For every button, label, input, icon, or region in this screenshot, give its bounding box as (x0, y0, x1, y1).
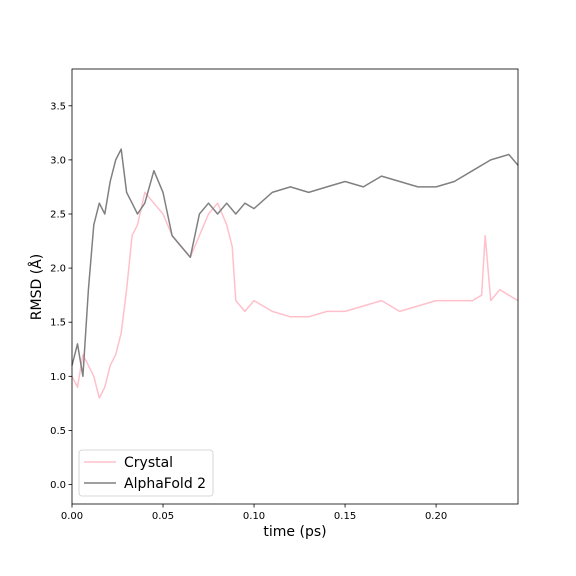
legend-label-crystal: Crystal (124, 455, 173, 471)
x-tick-label: 0.15 (334, 511, 356, 522)
x-axis: 0.00 0.05 0.10 0.15 0.20 (61, 504, 447, 522)
legend: Crystal AlphaFold 2 (78, 449, 214, 497)
y-axis: 0.0 0.5 1.0 1.5 2.0 2.5 3.0 3.5 (50, 101, 72, 491)
y-tick-label: 3.0 (50, 155, 66, 166)
legend-label-alphafold-2: AlphaFold 2 (124, 476, 206, 492)
y-tick-label: 2.5 (50, 210, 66, 221)
series-line-crystal (71, 191, 519, 399)
series-line-alphafold-2 (71, 148, 519, 378)
y-tick-label: 1.0 (50, 372, 66, 383)
y-tick-label: 1.5 (50, 318, 66, 329)
y-tick-label: 3.5 (50, 101, 66, 112)
y-tick-label: 2.0 (50, 264, 66, 275)
x-tick-label: 0.00 (61, 511, 83, 522)
x-tick-label: 0.20 (425, 511, 447, 522)
x-tick-label: 0.10 (243, 511, 265, 522)
x-axis-label: time (ps) (263, 524, 326, 540)
y-axis-label: RMSD (Å) (28, 254, 45, 320)
y-tick-label: 0.0 (50, 480, 66, 491)
series-layer (71, 148, 519, 399)
x-tick-label: 0.05 (152, 511, 174, 522)
y-tick-label: 0.5 (50, 426, 66, 437)
plot-frame (71, 68, 519, 505)
